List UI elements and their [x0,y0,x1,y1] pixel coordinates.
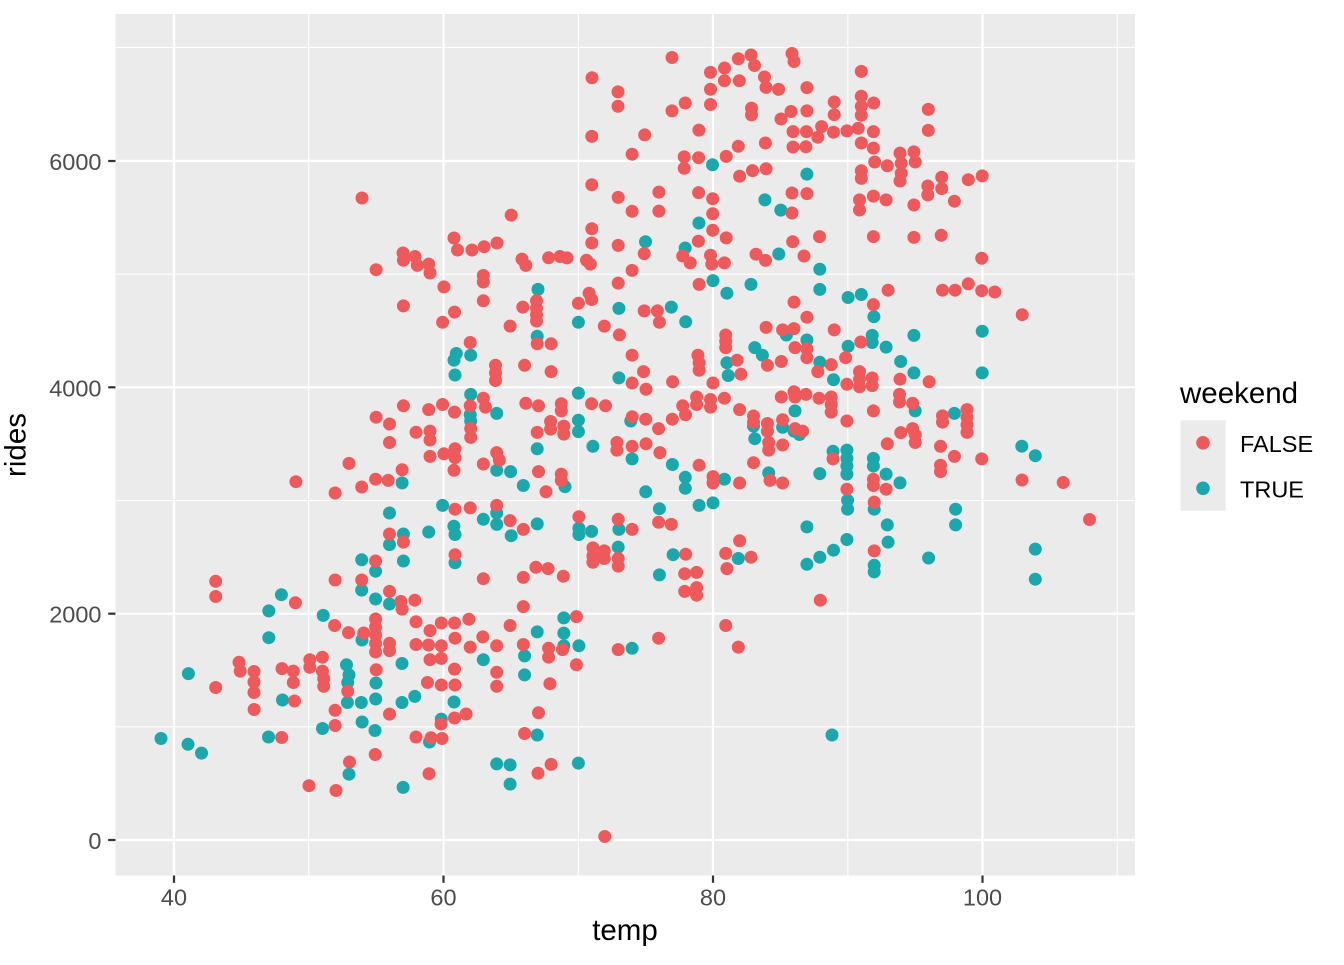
svg-text:0: 0 [88,828,101,854]
svg-text:40: 40 [161,885,187,911]
svg-text:TRUE: TRUE [1240,476,1304,502]
svg-text:2000: 2000 [49,602,101,628]
svg-text:temp: temp [592,914,658,947]
svg-text:FALSE: FALSE [1240,431,1313,457]
svg-text:4000: 4000 [49,375,101,401]
svg-text:100: 100 [963,885,1002,911]
svg-text:rides: rides [0,413,33,477]
svg-text:weekend: weekend [1179,377,1298,410]
svg-text:60: 60 [430,885,456,911]
svg-text:80: 80 [700,885,726,911]
svg-text:6000: 6000 [49,149,101,175]
